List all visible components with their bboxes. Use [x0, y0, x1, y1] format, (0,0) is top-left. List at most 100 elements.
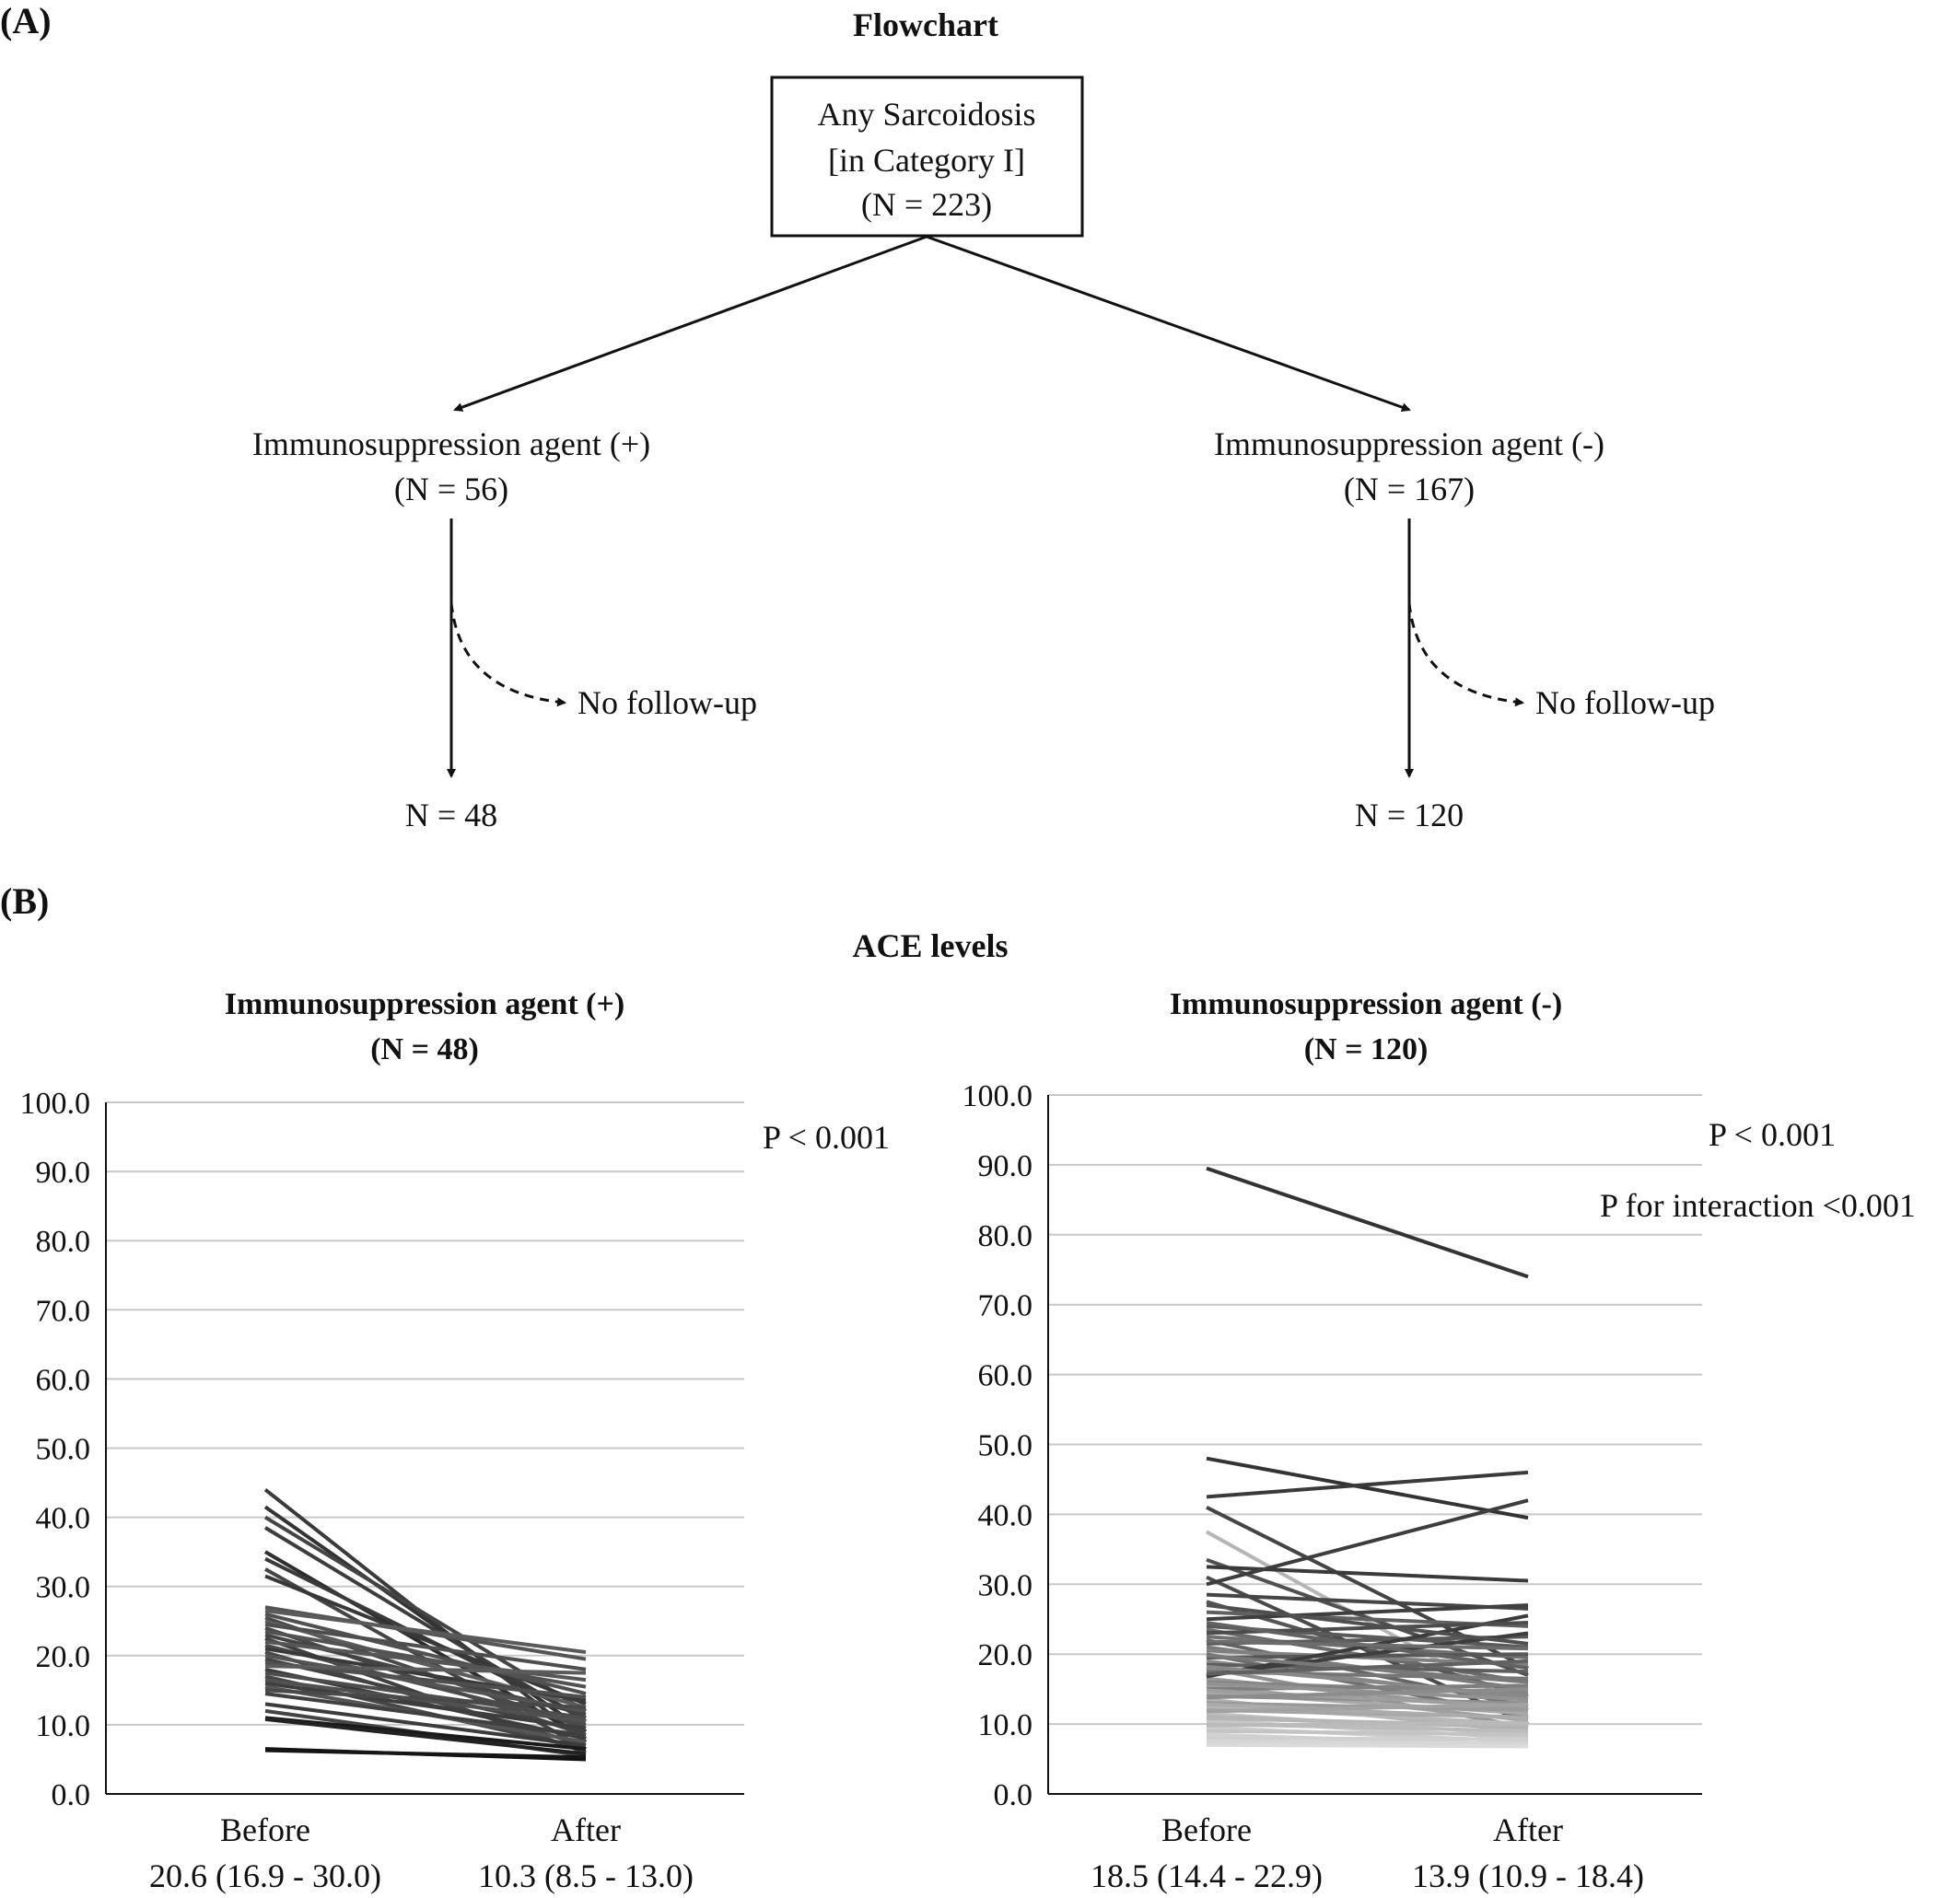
series-line: [264, 1717, 587, 1756]
root-box: [770, 76, 1084, 238]
arrow-root-to-left: [453, 235, 928, 412]
y-tick-label: 100.0: [962, 1079, 1033, 1113]
right-exclusion-label: No follow-up: [1535, 684, 1715, 721]
series-line: [1206, 1603, 1529, 1646]
series-line: [1206, 1166, 1529, 1279]
chart-right-yticks: 0.0 10.0 20.0 30.0 40.0 50.0 60.0 70.0 80.0 90.0 1…: [962, 1079, 1033, 1812]
arrow-right-exclusion: [1407, 602, 1524, 707]
ace-levels-title: ACE levels: [853, 927, 1009, 964]
series-line: [1206, 1736, 1529, 1741]
series-line: [1206, 1702, 1529, 1721]
y-tick-label: 20.0: [978, 1638, 1033, 1672]
chart-right-series: [1206, 1166, 1529, 1749]
series-line: [1206, 1687, 1529, 1700]
series-line: [1206, 1729, 1529, 1737]
chart-right-p-interaction: P for interaction <0.001: [1600, 1187, 1916, 1224]
series-line: [1206, 1659, 1529, 1676]
arrow-root-to-right: [926, 235, 1411, 413]
root-line2: [in Category I]: [828, 142, 1025, 179]
chart-right-xcat-after: After: [1493, 1811, 1563, 1848]
chart-right-xcat-before: Before: [1161, 1811, 1252, 1848]
y-tick-label: 70.0: [36, 1294, 91, 1328]
y-tick-label: 0.0: [994, 1778, 1033, 1812]
series-line: [1206, 1498, 1529, 1587]
y-tick-label: 70.0: [978, 1289, 1033, 1323]
panel-a: (A) Flowchart Any Sarcoidosis [in Catego…: [0, 0, 1715, 833]
chart-left-xcat-before: Before: [220, 1811, 310, 1848]
series-line: [1206, 1702, 1529, 1714]
series-line: [264, 1653, 587, 1713]
series-line: [264, 1664, 587, 1675]
y-tick-label: 40.0: [978, 1498, 1033, 1532]
chart-right-subtitle: (N = 120): [1304, 1032, 1429, 1066]
series-line: [264, 1692, 587, 1738]
right-group-n: (N = 167): [1344, 471, 1475, 507]
y-tick-label: 40.0: [36, 1502, 91, 1536]
left-group-label: Immunosuppression agent (+): [252, 425, 650, 462]
y-tick-label: 10.0: [36, 1709, 91, 1743]
chart-right-summary-before: 18.5 (14.4 - 22.9): [1091, 1857, 1323, 1894]
series-line: [1206, 1720, 1529, 1728]
chart-left-yticks: 0.0 10.0 20.0 30.0 40.0 50.0 60.0 70.0 80.0 90.0 1…: [20, 1087, 91, 1812]
left-exclusion-label: No follow-up: [578, 684, 757, 721]
y-tick-label: 60.0: [36, 1363, 91, 1397]
flowchart-title: Flowchart: [853, 6, 998, 43]
y-tick-label: 20.0: [36, 1640, 91, 1674]
y-tick-label: 80.0: [978, 1219, 1033, 1253]
right-final-n: N = 120: [1355, 797, 1464, 833]
y-tick-label: 50.0: [978, 1429, 1033, 1463]
series-line: [1206, 1470, 1529, 1499]
series-line: [1206, 1603, 1529, 1622]
right-group-label: Immunosuppression agent (-): [1214, 425, 1604, 462]
root-line1: Any Sarcoidosis: [818, 96, 1036, 133]
panel-b-label: (B): [0, 880, 49, 922]
series-line: [264, 1623, 587, 1671]
arrow-left-exclusion: [449, 602, 566, 707]
y-tick-label: 80.0: [36, 1225, 91, 1259]
series-line: [264, 1688, 587, 1710]
y-tick-label: 90.0: [978, 1149, 1033, 1183]
y-tick-label: 30.0: [978, 1568, 1033, 1602]
root-line3: (N = 223): [861, 186, 992, 223]
series-line: [264, 1612, 587, 1696]
series-line: [264, 1702, 587, 1748]
series-line: [264, 1716, 587, 1752]
left-group-n: (N = 56): [394, 471, 508, 507]
chart-right-p-value: P < 0.001: [1709, 1116, 1836, 1153]
y-tick-label: 0.0: [52, 1778, 91, 1812]
chart-left-series: [263, 1487, 588, 1762]
y-tick-label: 50.0: [36, 1433, 91, 1467]
series-line: [264, 1609, 587, 1655]
chart-right-title: Immunosuppression agent (-): [1170, 987, 1562, 1021]
chart-left-summary-after: 10.3 (8.5 - 13.0): [478, 1857, 694, 1894]
left-final-n: N = 48: [405, 797, 497, 833]
panel-b: (B) ACE levels Immunosuppression agent (…: [0, 880, 1916, 1894]
chart-left-grid: [106, 1101, 744, 1726]
series-line: [1206, 1456, 1529, 1520]
chart-right-summary-after: 13.9 (10.9 - 18.4): [1412, 1857, 1644, 1894]
panel-a-label: (A): [0, 0, 52, 41]
chart-right-grid: [1048, 1094, 1702, 1726]
chart-left-summary-before: 20.6 (16.9 - 30.0): [149, 1857, 381, 1894]
series-line: [1206, 1740, 1529, 1746]
y-tick-label: 30.0: [36, 1571, 91, 1605]
chart-left: Immunosuppression agent (+) (N = 48) 0.0…: [20, 987, 891, 1894]
series-line: [264, 1671, 587, 1720]
series-line: [264, 1748, 587, 1760]
y-tick-label: 90.0: [36, 1156, 91, 1190]
series-line: [263, 1526, 588, 1723]
series-line: [264, 1681, 587, 1730]
y-tick-label: 10.0: [978, 1708, 1033, 1742]
y-tick-label: 60.0: [978, 1359, 1033, 1393]
chart-left-title: Immunosuppression agent (+): [225, 987, 624, 1021]
chart-left-p-value: P < 0.001: [763, 1119, 890, 1156]
chart-left-xcat-after: After: [551, 1811, 621, 1848]
series-line: [264, 1574, 587, 1706]
series-line: [1206, 1683, 1529, 1692]
chart-right: Immunosuppression agent (-) (N = 120) 0.…: [962, 987, 1916, 1894]
chart-left-subtitle: (N = 48): [370, 1032, 479, 1066]
y-tick-label: 100.0: [20, 1087, 91, 1121]
series-line: [1206, 1639, 1529, 1651]
series-line: [1206, 1742, 1529, 1749]
